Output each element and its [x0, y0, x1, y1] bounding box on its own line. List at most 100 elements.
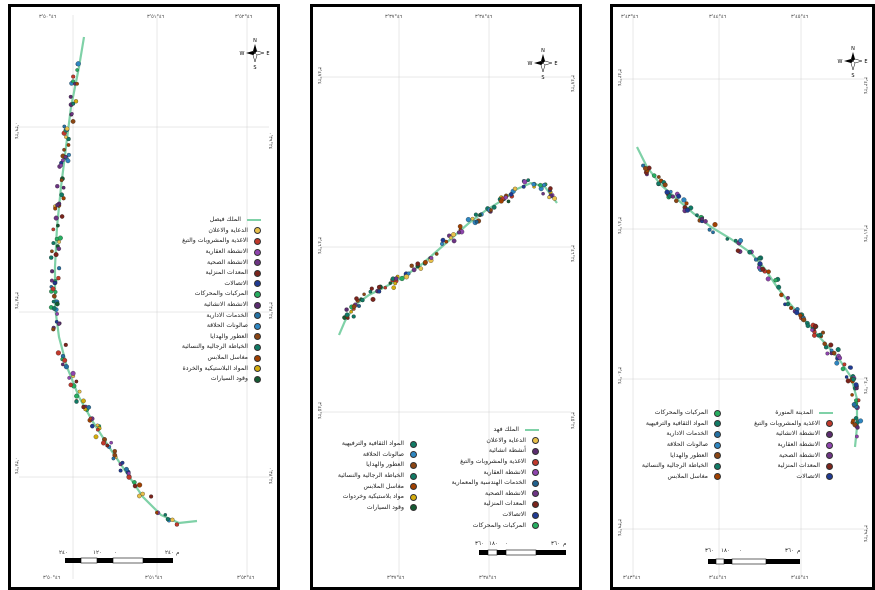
business-point: [842, 362, 847, 367]
legend-dot-symbol: [532, 447, 539, 455]
business-point: [81, 404, 86, 410]
graticule: [321, 15, 571, 579]
scale-label: ٣٦٠: [551, 541, 560, 547]
map-panel-madinah: N S E W ٤٦°٤٣'٣ ٤٦°٤٤'٣ ٤٦°٤٥'٣ ٤٦°٤٣'٣ …: [610, 4, 875, 590]
business-point: [547, 195, 551, 200]
north-label: N: [253, 38, 257, 44]
legend-dot-symbol: [714, 409, 721, 417]
legend-label: الانشطة العقارية: [205, 247, 248, 255]
business-point: [74, 379, 79, 384]
legend-item: الخدمات الهندسية والمعمارية: [443, 478, 539, 489]
legend-item-road: الملك فيصل: [169, 215, 261, 226]
business-point: [63, 364, 69, 370]
legend-item: المركبات والمحركات: [627, 408, 721, 419]
legend-line-symbol: [247, 219, 261, 222]
business-point: [357, 304, 361, 308]
business-point: [64, 126, 70, 132]
business-point: [70, 119, 76, 124]
business-point: [409, 263, 414, 268]
business-point: [54, 301, 60, 307]
business-point: [59, 178, 64, 183]
legend-item: المواد البلاستيكية والخردة: [169, 363, 261, 374]
business-point: [68, 382, 74, 388]
business-point: [51, 241, 56, 246]
business-point: [73, 99, 79, 104]
business-point: [388, 281, 393, 285]
business-points: [641, 163, 864, 439]
legend-item: الانشطة العقارية: [443, 467, 539, 478]
business-point: [65, 158, 71, 164]
legend-label: الانشطة الصحية: [207, 258, 248, 266]
business-point: [429, 256, 434, 260]
business-point: [756, 265, 761, 270]
business-point: [360, 297, 365, 303]
legend-label: العطور والهدايا: [210, 332, 248, 340]
business-point: [434, 252, 439, 256]
business-point: [670, 194, 675, 199]
business-point: [62, 357, 68, 363]
business-point: [855, 434, 859, 439]
legend-item: صالونات الحلاقة: [169, 321, 261, 332]
business-point: [828, 342, 834, 348]
business-point: [111, 456, 116, 461]
legend-item: الانشطة الصحية: [169, 257, 261, 268]
business-point: [798, 313, 803, 318]
business-point: [457, 224, 463, 229]
business-point: [55, 184, 60, 189]
business-point: [456, 230, 462, 235]
business-point: [71, 101, 76, 106]
business-point: [418, 266, 424, 271]
right-tick: ٢٤°٤٦'٣: [569, 245, 575, 263]
legend-label: الاغذية والمشروبات والتبغ: [460, 457, 526, 465]
top-tick: ٤٦°٤٣'٣: [621, 14, 639, 20]
legend-dot-symbol: [254, 269, 261, 277]
business-point: [851, 402, 857, 407]
graticule: [19, 15, 269, 579]
legend-dot-symbol: [714, 452, 721, 460]
scale-bar: [479, 549, 566, 556]
legend-dot-symbol: [254, 280, 261, 288]
legend-dot-symbol: [532, 500, 539, 508]
legend-label: الاغذية والمشروبات والتبغ: [182, 237, 248, 245]
business-point: [855, 425, 860, 430]
business-point: [854, 398, 858, 403]
legend-dot-symbol: [532, 522, 539, 530]
map-canvas-middle: N S E W: [321, 15, 571, 579]
legend-dot-symbol: [254, 227, 261, 235]
business-point: [53, 215, 59, 221]
south-label: S: [541, 75, 544, 81]
legend-label: أنشطة انشائية: [488, 447, 526, 455]
left-tick: ٢٤°٣٨'٣: [13, 292, 19, 310]
business-point: [552, 196, 557, 201]
business-point: [126, 474, 132, 480]
business-point: [354, 296, 359, 301]
business-point: [641, 163, 646, 168]
legend-item: الانشطة الانشائية: [169, 300, 261, 311]
top-tick: ٤٦°٤٤'٣: [709, 14, 727, 20]
business-point: [451, 238, 457, 244]
business-point: [155, 510, 159, 515]
scale-bar: [708, 558, 800, 565]
bottom-tick: ٤٦°٣٧'٣: [387, 575, 405, 581]
business-point: [394, 276, 399, 281]
legend-dot-symbol: [254, 290, 261, 298]
legend-right-left: المركبات والمحركات المواد الثقافية والترف…: [627, 408, 721, 482]
legend-item: مواد بلاستيكية وخردوات: [325, 492, 417, 503]
legend-dot-symbol: [254, 312, 261, 320]
business-point: [684, 201, 689, 206]
legend-label: الخياطة الرجالية والنسائية: [641, 462, 708, 470]
business-point: [512, 186, 518, 191]
business-point: [478, 212, 482, 217]
legend-dot-symbol: [254, 354, 261, 362]
business-point: [149, 494, 154, 499]
left-tick: ٢٤°٤١'٣: [616, 217, 622, 235]
legend-label: مغاسل الملابس: [207, 353, 248, 361]
business-point: [393, 281, 398, 286]
scale-label: ٢٤٠: [59, 550, 68, 556]
left-tick: ٢٤°٤٢'٣: [616, 69, 622, 87]
business-point: [75, 61, 81, 67]
legend-item-road: الملك فهد: [443, 425, 539, 436]
business-point: [101, 440, 106, 446]
north-label: N: [851, 46, 855, 52]
business-point: [848, 365, 853, 370]
